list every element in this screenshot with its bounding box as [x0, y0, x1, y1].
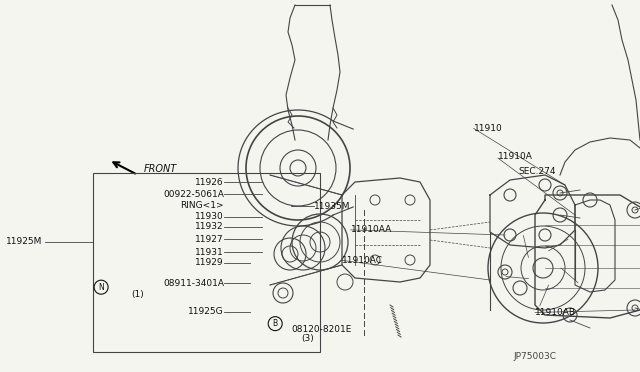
Text: FRONT: FRONT — [144, 164, 177, 174]
Bar — [93, 173, 320, 352]
Text: (3): (3) — [301, 334, 314, 343]
Text: 00922-5061A: 00922-5061A — [163, 190, 224, 199]
Text: 11910A: 11910A — [498, 152, 532, 161]
Text: B: B — [273, 319, 278, 328]
Text: 11931: 11931 — [195, 248, 224, 257]
Text: RING<1>: RING<1> — [180, 201, 224, 210]
Text: 11929: 11929 — [195, 258, 224, 267]
Text: 08120-8201E: 08120-8201E — [291, 325, 351, 334]
Text: 11930: 11930 — [195, 212, 224, 221]
Text: 11910: 11910 — [474, 124, 502, 133]
Text: 11927: 11927 — [195, 235, 224, 244]
Text: 11925M: 11925M — [6, 237, 43, 246]
Text: (1): (1) — [131, 291, 144, 299]
Text: 11932: 11932 — [195, 222, 224, 231]
Text: 11910AA: 11910AA — [351, 225, 392, 234]
Text: 11935M: 11935M — [314, 202, 350, 211]
Text: SEC.274: SEC.274 — [518, 167, 556, 176]
Text: N: N — [99, 283, 104, 292]
Text: JP75003C: JP75003C — [514, 352, 557, 361]
Text: 11910AC: 11910AC — [342, 256, 383, 265]
Text: 08911-3401A: 08911-3401A — [163, 279, 224, 288]
Text: 11925G: 11925G — [188, 307, 224, 316]
Text: 11926: 11926 — [195, 178, 224, 187]
Text: 11910AB: 11910AB — [535, 308, 576, 317]
